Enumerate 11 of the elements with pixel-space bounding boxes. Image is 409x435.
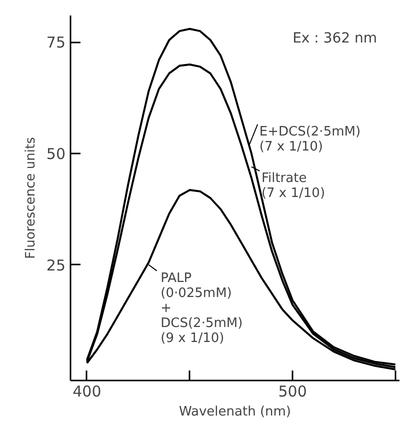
x-axis-title: Wavelenath (nm) xyxy=(178,404,292,420)
y-tick-label: 50 xyxy=(46,144,66,163)
x-tick-label: 400 xyxy=(72,382,102,400)
y-axis-title: Fluorescence units xyxy=(23,136,38,259)
annotation: Filtrate (7 x 1/10) xyxy=(261,170,326,201)
y-tick-label: 75 xyxy=(46,34,66,52)
annotation: Ex : 362 nm xyxy=(292,30,378,47)
y-tick-label: 25 xyxy=(46,256,66,274)
annotation: E+DCS(2·5mM) (7 x 1/10) xyxy=(259,124,361,155)
annotation: PALP (0·025mM) + DCS(2·5mM) (9 x 1/10) xyxy=(160,270,243,346)
x-tick-label: 500 xyxy=(278,382,307,400)
